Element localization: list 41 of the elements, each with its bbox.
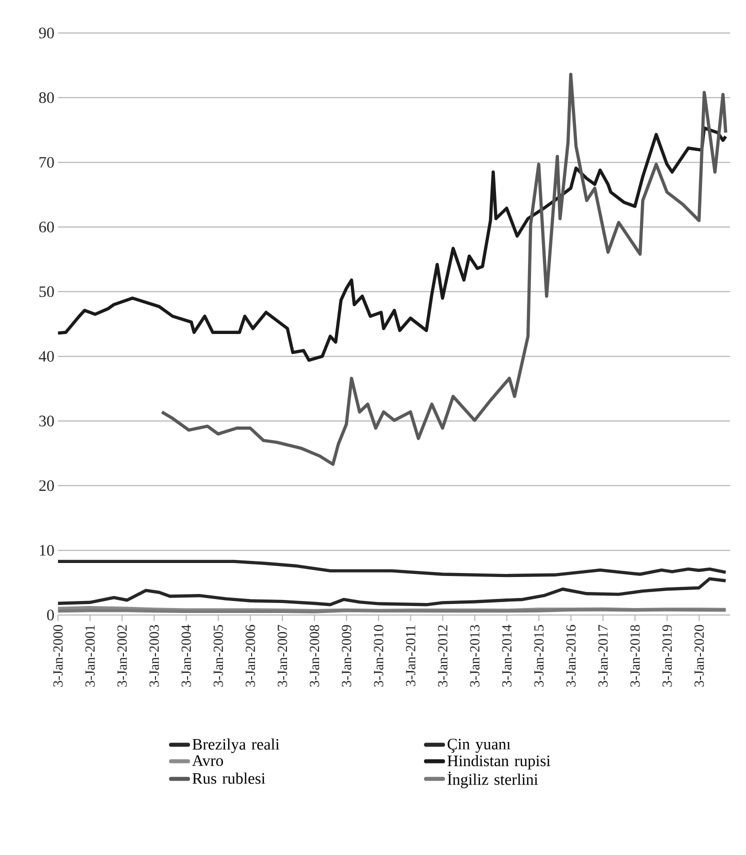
x-tick-label: 3-Jan-2014 — [502, 624, 512, 687]
x-tick-label: 3-Jan-2002 — [117, 625, 127, 687]
legend-label: Çin yuanı — [448, 738, 510, 753]
x-tick-label: 3-Jan-2012 — [438, 625, 448, 687]
y-tick-label: 0 — [47, 610, 54, 620]
x-tick-label: 3-Jan-2016 — [566, 624, 576, 687]
y-tick-label: 60 — [39, 222, 54, 232]
line-series — [160, 72, 728, 466]
x-tick-label: 3-Jan-2001 — [85, 625, 95, 687]
y-tick-label: 40 — [38, 350, 54, 362]
x-tick-label: 3-Jan-2018 — [630, 625, 640, 687]
y-tick-label: 30 — [39, 416, 54, 426]
x-tick-label: 3-Jan-2000 — [53, 625, 63, 687]
x-tick-label: 3-Jan-2006 — [246, 624, 256, 687]
line-series — [56, 577, 728, 606]
x-tick-label: 3-Jan-2020 — [694, 625, 704, 687]
x-tick-label: 3-Jan-2005 — [214, 625, 224, 687]
legend-label: İngiliz sterlini — [448, 772, 538, 788]
x-tick-label: 3-Jan-2004 — [182, 624, 191, 687]
x-tick-label: 3-Jan-2019 — [662, 625, 672, 687]
x-tick-label: 3-Jan-2017 — [598, 624, 608, 687]
x-tick-label: 3-Jan-2010 — [374, 625, 384, 687]
y-tick-label: 90 — [39, 28, 54, 38]
x-tick-label: 3-Jan-2015 — [534, 625, 544, 687]
y-tick-label: 70 — [40, 156, 54, 168]
legend-label: Brezilya reali — [192, 738, 280, 753]
x-tick-label: 3-Jan-2007 — [278, 624, 288, 687]
line-series — [56, 126, 728, 362]
y-tick-label: 10 — [40, 544, 54, 556]
x-tick-label: 3-Jan-2011 — [406, 625, 416, 686]
legend-label: Avro — [192, 755, 223, 766]
legend-label: Hindistan rupisi — [447, 755, 550, 770]
x-tick-label: 3-Jan-2013 — [470, 625, 480, 687]
x-tick-label: 3-Jan-2009 — [342, 625, 352, 687]
x-tick-label: 3-Jan-2003 — [149, 625, 159, 687]
x-tick-label: 3-Jan-2008 — [310, 625, 320, 687]
y-tick-label: 20 — [39, 480, 54, 492]
line-series — [56, 560, 728, 578]
legend-label: Rus rublesi — [192, 772, 266, 784]
y-tick-label: 50 — [39, 286, 54, 298]
y-tick-label: 80 — [39, 92, 54, 104]
